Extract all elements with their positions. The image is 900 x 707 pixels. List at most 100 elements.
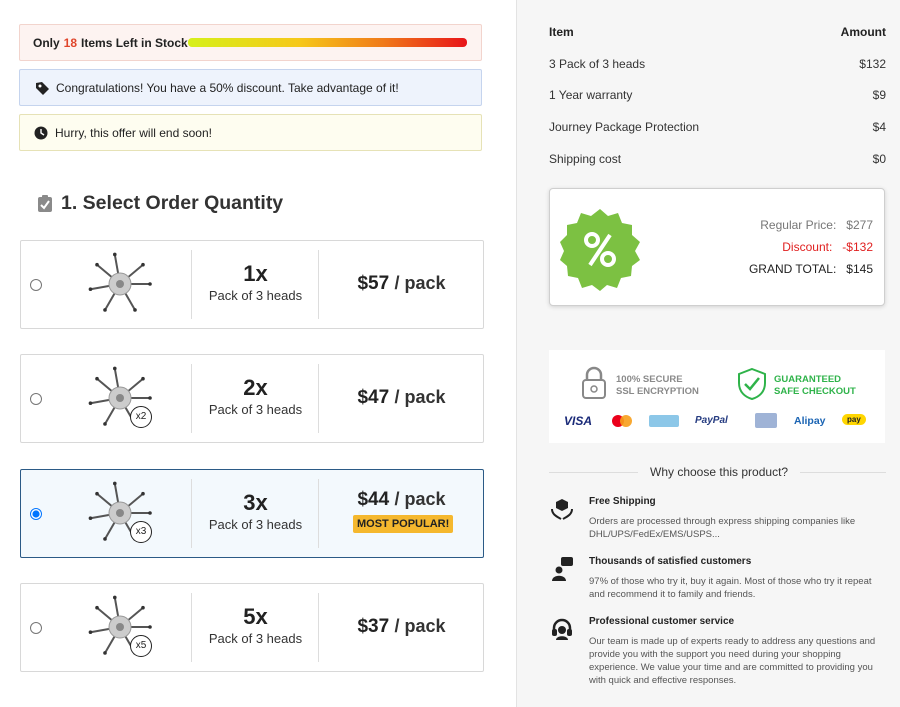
row-amount: $132	[859, 57, 886, 71]
option-quantity: 2x	[243, 375, 268, 400]
total-label: GRAND TOTAL:	[748, 262, 837, 276]
option-card[interactable]: x5 5x Pack of 3 heads $37 / pack	[20, 583, 484, 672]
feature-title: Professional customer service	[589, 616, 735, 627]
product-image	[88, 366, 152, 426]
stock-suffix: Items Left in Stock	[81, 35, 188, 50]
feature-text: Our team is made up of experts ready to …	[589, 636, 876, 686]
stock-bar	[188, 38, 467, 47]
shipping-icon	[551, 499, 573, 520]
option-card[interactable]: x2 2x Pack of 3 heads $47 / pack	[20, 354, 484, 443]
option-price: $37	[357, 616, 390, 637]
amex-logo	[649, 415, 679, 427]
divider	[318, 593, 319, 662]
secure-text: 100% SECURE SSL ENCRYPTION	[616, 374, 699, 398]
divider	[318, 364, 319, 433]
product-image	[88, 481, 152, 541]
lock-icon	[582, 366, 606, 399]
bank-logo	[755, 413, 777, 428]
hurry-text: Hurry, this offer will end soon!	[55, 125, 212, 140]
option-subtitle: Pack of 3 heads	[208, 402, 303, 417]
option-card[interactable]: 1x Pack of 3 heads $57 / pack	[20, 240, 484, 329]
hurry-box: Hurry, this offer will end soon!	[19, 114, 482, 151]
totals-box: Regular Price: $277 Discount: -$132 GRAND TO…	[549, 188, 885, 306]
total-label: Regular Price:	[760, 218, 837, 232]
row-item: Shipping cost	[549, 152, 622, 166]
total-value: -$132	[842, 240, 873, 254]
secure-line: 100% SECURE	[616, 374, 683, 385]
feature-text: Orders are processed through express shi…	[589, 516, 856, 540]
trust-box: 100% SECURE SSL ENCRYPTION GUARANTEED SA…	[549, 350, 885, 443]
discount-box: Congratulations! You have a 50% discount…	[19, 69, 482, 106]
feature-text: 97% of those who try it, buy it again. M…	[589, 576, 872, 600]
option-price-line: $47 / pack	[320, 387, 483, 409]
option-subtitle: Pack of 3 heads	[208, 517, 303, 532]
option-price: $57	[357, 273, 390, 294]
why-title: Why choose this product?	[638, 465, 801, 479]
clock-icon	[34, 126, 48, 139]
divider	[191, 250, 192, 319]
divider	[318, 250, 319, 319]
total-value: $145	[846, 262, 873, 276]
option-subtitle: Pack of 3 heads	[208, 288, 303, 303]
quantity-badge: x2	[130, 406, 152, 428]
shield-icon	[738, 368, 766, 400]
mastercard-logo	[612, 415, 632, 427]
option-radio[interactable]	[30, 279, 42, 291]
divider	[191, 364, 192, 433]
option-quantity: 5x	[243, 604, 268, 629]
header-item: Item	[549, 25, 574, 39]
summary-row: 3 Pack of 3 heads $132	[549, 57, 886, 71]
product-image	[88, 252, 152, 312]
guarantee-line: SAFE CHECKOUT	[774, 386, 856, 397]
summary-row: 1 Year warranty $9	[549, 88, 886, 102]
row-item: Journey Package Protection	[549, 120, 700, 134]
stock-prefix: Only	[33, 35, 60, 50]
section-title: 1. Select Order Quantity	[61, 192, 284, 214]
row-item: 1 Year warranty	[549, 88, 633, 102]
clipboard-icon	[38, 195, 52, 212]
feature-title: Free Shipping	[589, 496, 656, 507]
popular-tag: MOST POPULAR!	[353, 515, 454, 533]
product-image	[88, 595, 152, 655]
row-amount: $0	[872, 152, 886, 166]
option-radio[interactable]	[30, 622, 42, 634]
support-icon	[552, 618, 572, 640]
totals: Regular Price: $277 Discount: -$132 GRAND TO…	[749, 218, 873, 284]
option-subtitle: Pack of 3 heads	[208, 631, 303, 646]
option-price-line: $37 / pack	[320, 616, 483, 638]
alipay-logo: Alipay	[794, 415, 826, 427]
option-radio[interactable]	[30, 393, 42, 405]
total-row: Regular Price: $277	[749, 218, 873, 232]
option-unit: / pack	[394, 273, 446, 293]
option-price: $44	[357, 489, 390, 510]
option-price: $47	[357, 387, 390, 408]
stock-count: 18	[63, 35, 78, 50]
option-unit: / pack	[394, 387, 446, 407]
row-amount: $4	[872, 120, 886, 134]
summary-row: Shipping cost $0	[549, 152, 886, 166]
visa-logo: VISA	[564, 414, 593, 428]
option-price-line: $44 / pack	[320, 489, 483, 511]
option-unit: / pack	[394, 489, 446, 509]
tag-icon	[36, 81, 49, 95]
option-card[interactable]: x3 3x Pack of 3 heads $44 / pack MOST POPULA…	[20, 469, 484, 558]
total-row: Discount: -$132	[749, 240, 873, 254]
divider	[191, 593, 192, 662]
summary-header: Item Amount	[549, 25, 886, 39]
total-label: Discount:	[782, 240, 833, 254]
divider	[191, 479, 192, 548]
header-amount: Amount	[840, 25, 886, 39]
divider	[318, 479, 319, 548]
customers-icon	[552, 557, 573, 581]
discount-text: Congratulations! You have a 50% discount…	[56, 80, 399, 95]
option-radio[interactable]	[30, 508, 42, 520]
option-price-line: $57 / pack	[320, 273, 483, 295]
guarantee-line: GUARANTEED	[774, 374, 842, 385]
row-item: 3 Pack of 3 heads	[549, 57, 646, 71]
paypal-logo: PayPal	[695, 415, 728, 426]
feature-title: Thousands of satisfied customers	[589, 556, 752, 567]
option-quantity: 1x	[243, 261, 268, 286]
guarantee-text: GUARANTEED SAFE CHECKOUT	[774, 374, 856, 398]
option-quantity: 3x	[243, 490, 268, 515]
